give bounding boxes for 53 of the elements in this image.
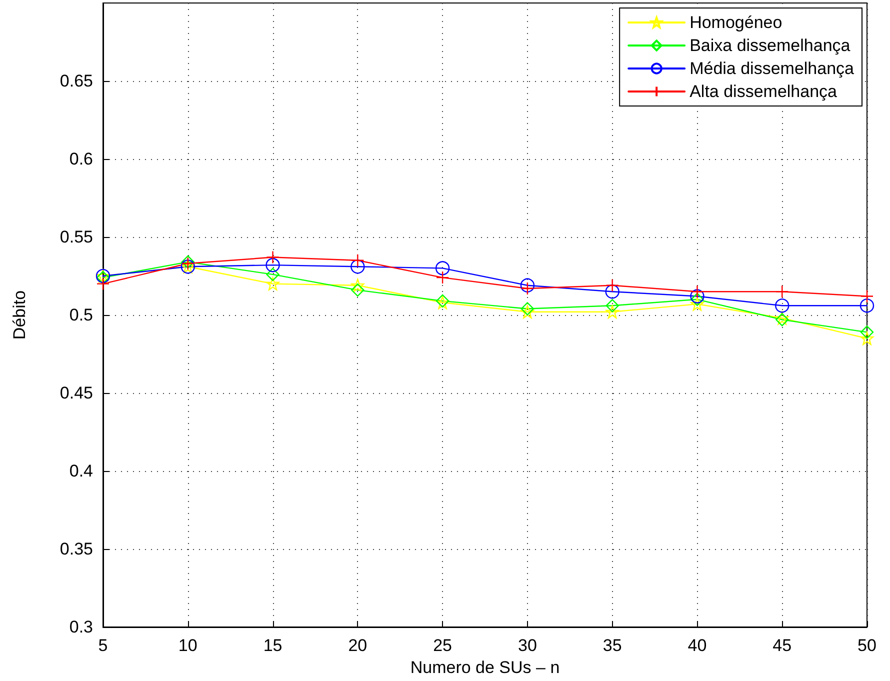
point (860, 290, 874, 303)
y-tick-label: 0.45 (60, 384, 93, 402)
y-tick-label: 0.6 (69, 150, 93, 168)
point (775, 298, 790, 313)
point (520, 282, 534, 296)
legend-label: Média dissemelhança (690, 59, 855, 78)
point (351, 278, 364, 292)
point (690, 297, 704, 311)
x-axis-title: Numero de SUs – n (410, 658, 560, 677)
point (266, 277, 280, 290)
x-tick-label: 45 (772, 636, 792, 655)
x-tick-label: 15 (263, 636, 282, 655)
legend-label: Homogéneo (690, 13, 782, 32)
x-tick-label: 50 (858, 636, 876, 655)
y-tick-label: 0.4 (69, 462, 93, 480)
y-axis-title: Débito (10, 290, 29, 340)
x-tick-label: 10 (178, 636, 198, 655)
point (606, 299, 619, 312)
x-tick-label: 30 (518, 636, 537, 655)
point (860, 332, 874, 345)
point (266, 250, 280, 264)
x-tick-label: 40 (688, 636, 707, 655)
point (690, 292, 704, 306)
point (860, 298, 874, 313)
point (266, 258, 280, 272)
y-tick-label: 0.5 (69, 306, 93, 324)
point (351, 254, 364, 267)
point (266, 268, 280, 282)
point (860, 326, 874, 339)
y-tick-label: 0.35 (60, 540, 93, 558)
y-tick-label: 0.65 (60, 72, 93, 90)
point (96, 277, 110, 290)
point (520, 278, 535, 292)
legend-label: Baixa dissemelhança (690, 36, 851, 55)
point (350, 260, 365, 274)
x-tick-label: 20 (348, 636, 368, 655)
point (436, 270, 450, 284)
y-tick-label: 0.55 (60, 228, 93, 246)
point (520, 305, 534, 318)
x-tick-label: 35 (602, 636, 622, 655)
point (690, 289, 704, 304)
y-tick-label: 0.3 (69, 618, 93, 636)
point (605, 284, 620, 299)
point (520, 302, 534, 316)
x-tick-label: 5 (98, 636, 108, 655)
point (351, 283, 364, 297)
point (606, 278, 619, 292)
point (606, 305, 619, 318)
legend-label: Alta dissemelhança (690, 82, 838, 101)
x-tick-label: 25 (433, 636, 452, 655)
point (776, 285, 789, 298)
point (435, 261, 450, 276)
point (690, 285, 704, 298)
